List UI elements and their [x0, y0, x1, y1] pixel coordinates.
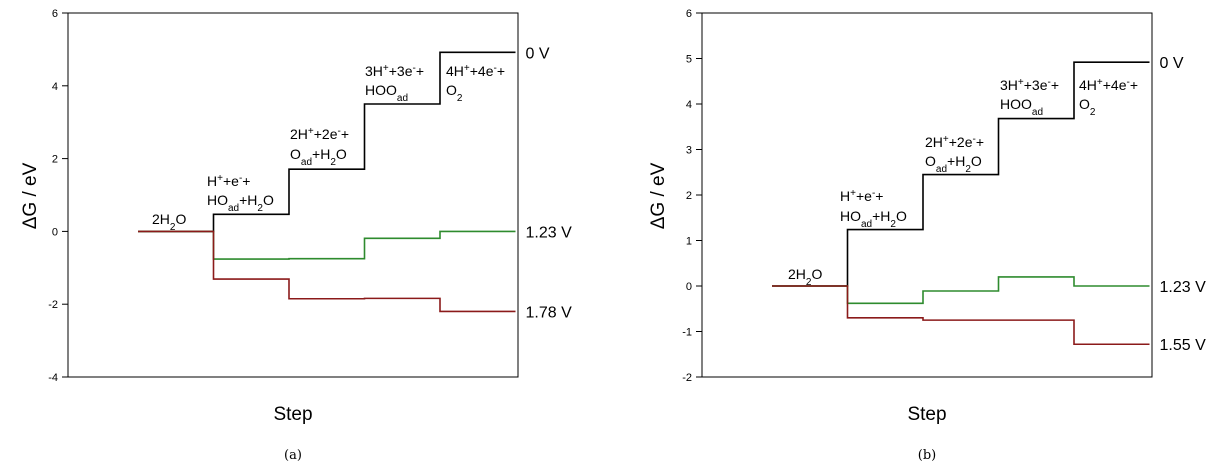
- y-tick-label: 4: [52, 81, 58, 93]
- series-line-1-23-v: [138, 230, 516, 260]
- annotation-step2-line2-a: HOad+H2O: [207, 192, 274, 214]
- series-label: 1.23 V: [526, 224, 573, 241]
- annotation-step4-line2-b: HOOad: [1000, 96, 1043, 118]
- plot-frame-b: [701, 12, 1153, 378]
- series-label: 1.23 V: [1160, 279, 1207, 296]
- series-b: 0 V 1.23 V 1.55 V: [772, 55, 1206, 354]
- annotation-step4-line1-a: 3H++3e-+: [365, 63, 424, 80]
- annotation-step5-line2-a: O2: [446, 82, 463, 104]
- plot-frame-a: [67, 12, 519, 378]
- series-label: 1.78 V: [526, 304, 573, 321]
- annotation-step2-line1-a: H++e-+: [207, 173, 250, 190]
- y-tick-label: 3: [686, 145, 692, 157]
- y-tick-label: 6: [52, 8, 58, 20]
- x-axis-title-a: Step: [273, 404, 312, 425]
- annotation-2h2o-a: 2H2O: [152, 211, 186, 233]
- y-tick-label: 5: [686, 54, 692, 66]
- x-axis-title-b: Step: [907, 404, 946, 425]
- y-tick-label: 0: [52, 226, 58, 238]
- annotation-step5-line1-a: 4H++4e-+: [446, 63, 505, 80]
- annotation-step5-line1-b: 4H++4e-+: [1079, 77, 1138, 94]
- annotation-step3-line1-a: 2H++2e-+: [290, 126, 349, 143]
- panel-a: -4 -2 0 2 4 6 ΔG / eV Step 0 V 1.23 V 1.78 V 2H…: [20, 8, 572, 463]
- y-axis-title-a: ΔG / eV: [20, 162, 41, 229]
- y-tick-label: 6: [686, 8, 692, 20]
- y-tick-label: -4: [48, 372, 58, 384]
- series-a: 0 V 1.23 V 1.78 V: [138, 45, 572, 321]
- series-label: 0 V: [1160, 55, 1184, 72]
- annotation-step3-line2-a: Oad+H2O: [290, 146, 347, 168]
- series-line-1-78-v: [138, 230, 516, 313]
- annotation-step3-line2-b: Oad+H2O: [925, 153, 982, 175]
- y-axis-a: -4 -2 0 2 4 6: [48, 8, 68, 384]
- caption-a: (a): [284, 448, 302, 463]
- y-axis-b: -2 -1 0 1 2 3 4 5 6: [682, 8, 702, 384]
- y-tick-label: 0: [686, 281, 692, 293]
- series-line-0-v: [138, 51, 516, 233]
- annotation-step2-line1-b: H++e-+: [840, 188, 883, 205]
- y-tick-label: -1: [682, 327, 692, 339]
- annotation-step2-line2-b: HOad+H2O: [840, 208, 907, 230]
- panel-b: -2 -1 0 1 2 3 4 5 6 ΔG / eV Step 0 V 1.23 V 1.55 V…: [648, 8, 1206, 463]
- y-tick-label: 4: [686, 99, 692, 111]
- annotation-step5-line2-b: O2: [1079, 96, 1096, 118]
- caption-b: (b): [918, 448, 936, 463]
- annotation-2h2o-b: 2H2O: [788, 266, 822, 288]
- annotation-step3-line1-b: 2H++2e-+: [925, 134, 984, 151]
- annotation-step4-line2-a: HOOad: [365, 82, 408, 104]
- series-label: 0 V: [526, 45, 550, 62]
- series-label: 1.55 V: [1160, 337, 1207, 354]
- y-tick-label: 1: [686, 236, 692, 248]
- y-tick-label: -2: [48, 299, 58, 311]
- y-tick-label: -2: [682, 372, 692, 384]
- y-tick-label: 2: [686, 190, 692, 202]
- series-line-1-55-v: [772, 285, 1150, 346]
- y-tick-label: 2: [52, 154, 58, 166]
- series-line-1-23-v: [772, 276, 1150, 305]
- annotation-step4-line1-b: 3H++3e-+: [1000, 77, 1059, 94]
- y-axis-title-b: ΔG / eV: [648, 162, 669, 229]
- series-line-0-v: [772, 61, 1150, 287]
